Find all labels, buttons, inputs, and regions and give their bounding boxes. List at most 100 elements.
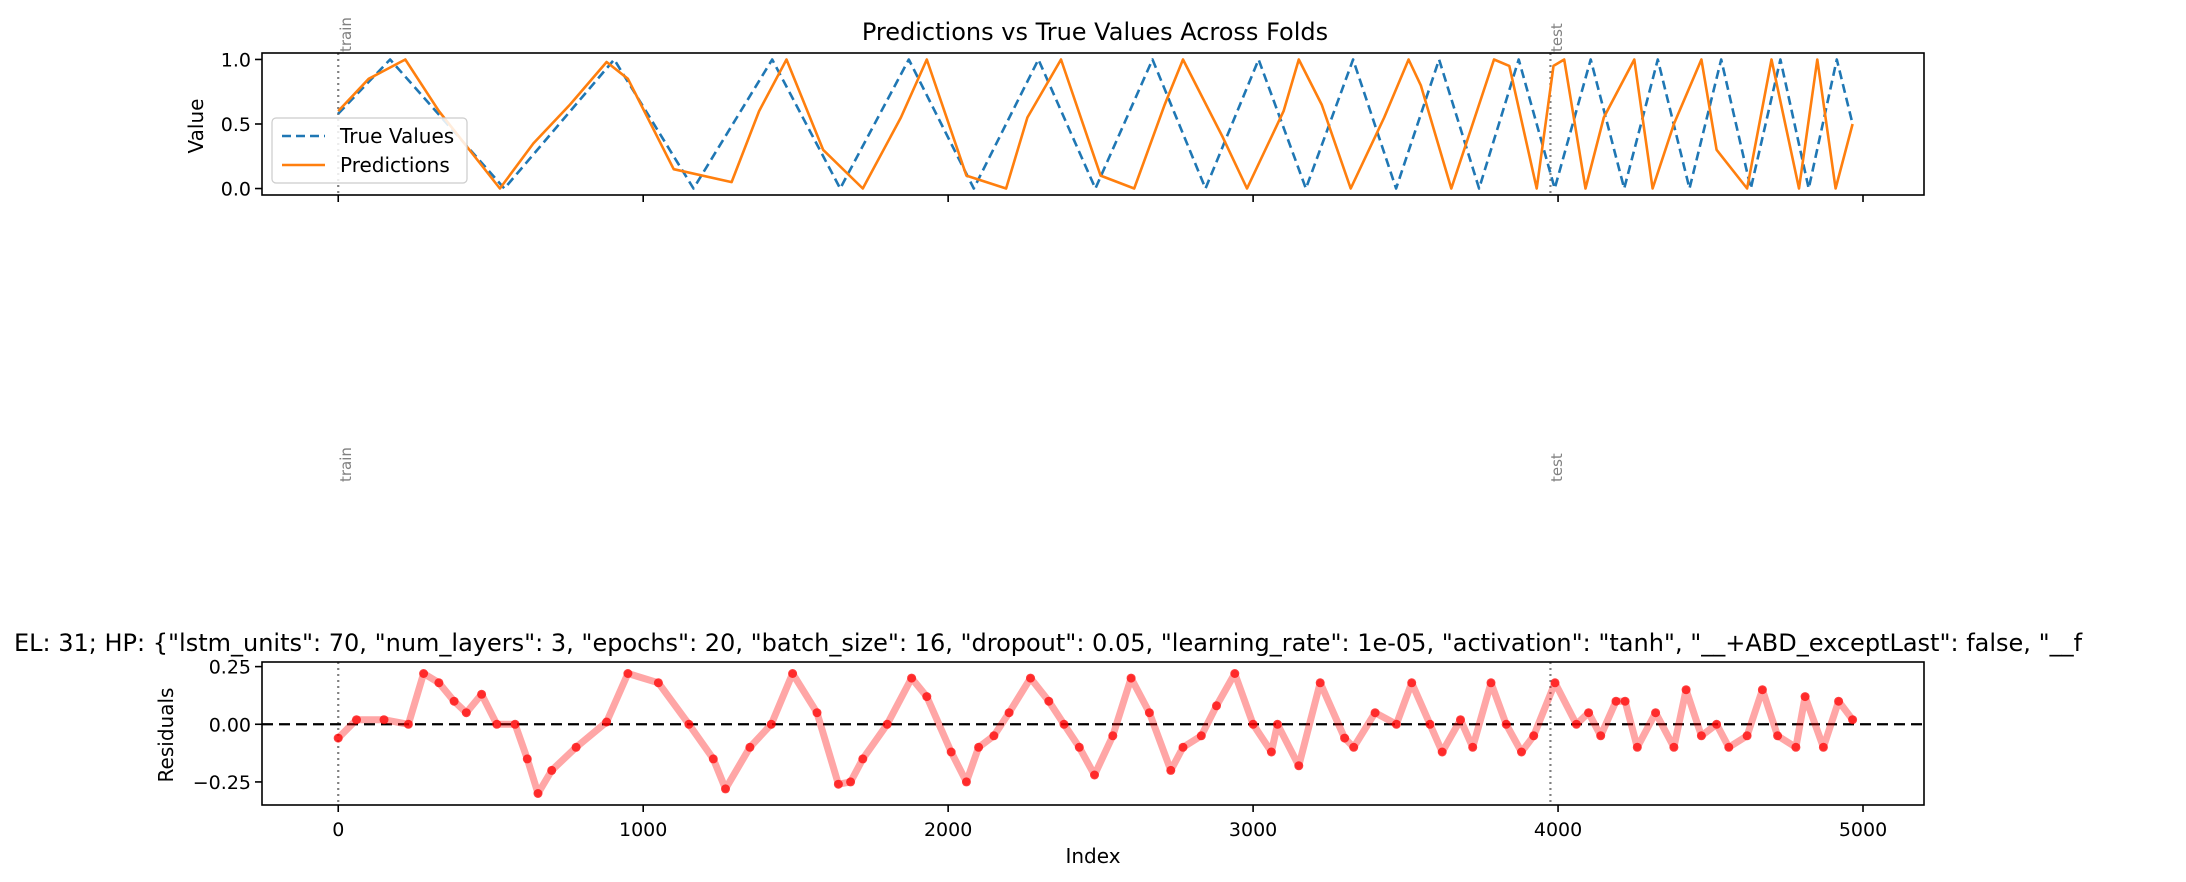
bottom-residual-point (1315, 678, 1325, 688)
bottom-residual-point (1724, 742, 1734, 752)
bottom-residual-point (961, 777, 971, 787)
bottom-residual-point (1044, 696, 1054, 706)
bottom-residual-point (882, 719, 892, 729)
top-x-ticks (337, 195, 1864, 202)
bottom-residual-point (1248, 719, 1258, 729)
top-y-tick-label: 0.5 (221, 114, 251, 136)
bottom-residual-point (1273, 719, 1282, 729)
bottom-x-tick-label: 1000 (619, 819, 667, 841)
bottom-residual-point (1550, 678, 1560, 688)
top-fold-label-test: test (1548, 23, 1566, 52)
bottom-residual-point (788, 669, 798, 678)
bottom-residual-point (547, 765, 557, 775)
bottom-residual-point (1178, 742, 1188, 752)
bottom-x-tick-label: 5000 (1839, 819, 1887, 841)
bottom-residual-point (1611, 696, 1621, 706)
bottom-residual-point (1349, 742, 1359, 752)
bottom-residual-point (461, 708, 471, 718)
bottom-residual-point (1620, 696, 1630, 706)
bottom-residual-point (1437, 747, 1447, 757)
top-y-tick-label: 0.0 (221, 179, 251, 201)
bottom-residual-trace (334, 670, 1857, 797)
bottom-residual-point (1773, 731, 1783, 741)
bottom-residual-point (492, 719, 502, 729)
bottom-residual-point (1529, 731, 1539, 741)
bottom-residual-point (510, 719, 520, 729)
bottom-panel: EL: 31; HP: {"lstm_units": 70, "num_laye… (14, 629, 2083, 868)
bottom-residual-point (1456, 715, 1465, 725)
bottom-residual-point (684, 719, 694, 729)
bottom-y-tick-label: −0.25 (193, 772, 251, 794)
bottom-residual-point (922, 692, 932, 702)
middle-panel: train test (337, 447, 1566, 482)
bottom-x-ticks: 0 1000 2000 3000 4000 5000 (332, 805, 1887, 841)
bottom-residual-point (1791, 742, 1801, 752)
bottom-residual-point (1517, 747, 1526, 757)
bottom-residual-point (1166, 765, 1176, 775)
bottom-residual-point (1501, 719, 1511, 729)
bottom-residual-point (352, 715, 361, 725)
bottom-residual-point (1026, 673, 1035, 683)
bottom-residual-point (1834, 696, 1844, 706)
bottom-residual-point (1144, 708, 1154, 718)
bottom-residual-point (1651, 708, 1661, 718)
bottom-residual-point (419, 669, 429, 678)
bottom-residual-point (708, 754, 718, 764)
bottom-residual-point (434, 678, 444, 688)
bottom-residual-point (812, 708, 822, 718)
bottom-residual-point (1004, 708, 1014, 718)
bottom-residual-point (623, 669, 633, 678)
legend: True Values Predictions (271, 117, 468, 184)
bottom-residual-point (833, 779, 843, 789)
bottom-residual-point (522, 754, 532, 764)
bottom-residual-point (989, 731, 999, 741)
bottom-residual-point (571, 742, 581, 752)
bottom-residual-point (1848, 715, 1858, 725)
legend-box (271, 117, 468, 184)
middle-fold-label-test: test (1548, 453, 1566, 482)
top-chart-title: Predictions vs True Values Across Folds (862, 18, 1328, 46)
bottom-residual-point (1696, 731, 1706, 741)
bottom-residual-point (1757, 685, 1767, 695)
bottom-residual-point (907, 673, 917, 683)
bottom-y-axis-label: Residuals (154, 688, 178, 783)
bottom-x-tick-label: 0 (332, 819, 344, 841)
bottom-residual-point (1632, 742, 1642, 752)
legend-label-true-values: True Values (339, 124, 454, 148)
bottom-residual-point (1294, 761, 1304, 771)
bottom-residual-point (477, 689, 487, 699)
middle-fold-label-train: train (337, 447, 355, 482)
bottom-residual-point (1486, 678, 1496, 688)
bottom-residual-point (333, 733, 343, 743)
bottom-residual-point (1108, 731, 1118, 741)
top-series-true-values (337, 58, 1854, 190)
bottom-residual-point (766, 719, 776, 729)
bottom-residual-point (1584, 708, 1594, 718)
bottom-residual-point (379, 715, 389, 725)
bottom-residual-point (1212, 701, 1221, 711)
bottom-residual-point (1090, 770, 1099, 780)
top-fold-label-train: train (337, 17, 355, 52)
bottom-residual-point (1230, 669, 1240, 678)
bottom-chart-title: EL: 31; HP: {"lstm_units": 70, "num_laye… (14, 629, 2083, 657)
bottom-y-tick-label: 0.00 (209, 714, 251, 736)
bottom-residual-point (1596, 731, 1606, 741)
top-series-predictions (337, 58, 1854, 190)
bottom-residual-point (1468, 742, 1478, 752)
bottom-x-tick-label: 4000 (1534, 819, 1582, 841)
bottom-residual-point (946, 747, 956, 757)
bottom-residual-point (1571, 719, 1581, 729)
top-fold-labels: train test (337, 17, 1566, 52)
bottom-residual-point (974, 742, 984, 752)
bottom-residual-point (858, 754, 868, 764)
bottom-residual-point (1196, 731, 1206, 741)
bottom-y-tick-label: 0.25 (209, 657, 251, 679)
bottom-residual-point (1681, 685, 1691, 695)
bottom-x-tick-label: 3000 (1229, 819, 1277, 841)
top-panel: Predictions vs True Values Across Folds … (184, 17, 1925, 202)
bottom-residual-point (721, 784, 730, 794)
bottom-residual-point (1818, 742, 1828, 752)
top-y-axis-label: Value (184, 99, 208, 154)
bottom-plot-area (262, 662, 1924, 805)
